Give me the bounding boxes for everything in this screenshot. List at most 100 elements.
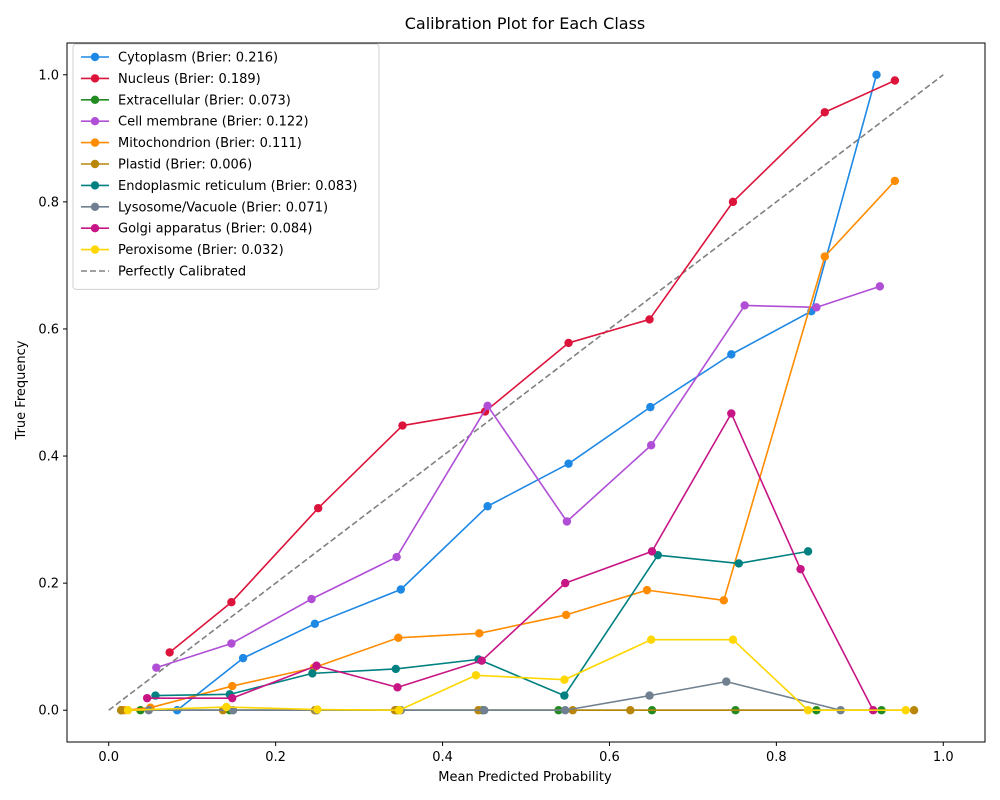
legend-item: Extracellular (Brier: 0.073)	[81, 93, 291, 108]
legend-label: Peroxisome (Brier: 0.032)	[118, 243, 284, 258]
series-8	[142, 409, 878, 715]
series-line	[148, 680, 841, 712]
data-point	[872, 70, 881, 79]
data-point	[561, 610, 571, 620]
data-point	[393, 683, 402, 692]
legend-marker	[90, 245, 100, 254]
x-tick-label: 0.8	[766, 750, 787, 765]
legend-label: Cytoplasm (Brier: 0.216)	[118, 51, 278, 66]
data-point	[820, 252, 829, 261]
data-point	[642, 585, 652, 595]
legend-marker	[90, 138, 100, 147]
legend-item: Cytoplasm (Brier: 0.216)	[81, 51, 278, 66]
data-point	[909, 706, 919, 715]
legend-item: Lysosome/Vacuole (Brier: 0.071)	[81, 200, 328, 215]
legend-marker	[90, 74, 100, 83]
legend-label: Plastid (Brier: 0.006)	[118, 158, 252, 173]
legend: Cytoplasm (Brier: 0.216) Nucleus (Brier: …	[72, 43, 380, 290]
legend-label: Endoplasmic reticulum (Brier: 0.083)	[118, 179, 357, 194]
data-point	[391, 664, 401, 674]
data-point	[308, 669, 317, 678]
series-layer	[117, 70, 919, 715]
data-point	[398, 421, 407, 430]
y-tick-label: 0.6	[38, 322, 59, 337]
legend-marker	[90, 95, 100, 105]
data-point	[875, 282, 885, 291]
series-line	[155, 550, 809, 697]
legend-marker	[90, 181, 100, 190]
series-3	[152, 282, 885, 672]
x-tick-label: 0.6	[599, 750, 620, 765]
data-point	[820, 108, 829, 117]
series-9	[123, 635, 910, 715]
data-point	[727, 350, 736, 359]
data-point	[560, 675, 569, 684]
axes-layer: 0.0 0.2 0.4 0.6 0.8 1.0 0.0 0.2 0.4 0.6 0.8 1.0	[38, 42, 986, 765]
series-6	[151, 547, 813, 700]
data-point	[228, 681, 237, 691]
data-point	[645, 691, 654, 700]
series-line	[176, 74, 878, 711]
y-tick-label: 0.2	[38, 577, 59, 592]
data-point	[812, 303, 821, 312]
data-point	[734, 559, 744, 568]
x-tick-label: 1.0	[933, 750, 954, 765]
data-point	[117, 706, 126, 715]
data-point	[626, 706, 635, 715]
data-point	[890, 76, 900, 85]
data-point	[310, 619, 320, 629]
reference-layer	[108, 74, 944, 711]
data-point	[394, 633, 403, 642]
legend-label: Golgi apparatus (Brier: 0.084)	[118, 222, 313, 237]
legend-label: Cell membrane (Brier: 0.122)	[118, 115, 309, 130]
legend-item: Peroxisome (Brier: 0.032)	[81, 243, 284, 258]
data-point	[165, 648, 174, 657]
data-point	[152, 663, 161, 672]
data-point	[727, 409, 736, 418]
data-point	[227, 639, 236, 648]
data-point	[890, 176, 900, 186]
data-point	[646, 635, 656, 644]
data-point	[483, 401, 492, 411]
data-point	[396, 585, 406, 594]
data-point	[222, 702, 231, 712]
data-point	[562, 517, 572, 526]
data-point	[228, 693, 237, 703]
x-axis-title: Mean Predicted Probability	[438, 770, 612, 785]
legend-label: Lysosome/Vacuole (Brier: 0.071)	[118, 200, 328, 215]
data-point	[228, 706, 238, 715]
series-line	[169, 79, 896, 654]
y-tick-label: 0.8	[38, 195, 59, 210]
y-axis-title: True Frequency	[14, 340, 29, 440]
data-point	[647, 547, 657, 556]
data-point	[480, 706, 489, 715]
series-1	[165, 76, 900, 657]
legend-item: Golgi apparatus (Brier: 0.084)	[81, 222, 313, 237]
series-line	[127, 638, 906, 712]
legend-marker	[90, 52, 100, 62]
legend-marker	[90, 224, 100, 233]
data-point	[560, 691, 569, 700]
data-point	[561, 578, 570, 588]
data-point	[238, 653, 248, 663]
data-point	[312, 661, 321, 670]
legend-marker	[90, 159, 100, 169]
legend-marker	[90, 202, 100, 211]
data-point	[475, 629, 484, 638]
legend-item: Cell membrane (Brier: 0.122)	[81, 115, 309, 130]
data-point	[722, 677, 731, 686]
legend-item: Plastid (Brier: 0.006)	[81, 158, 252, 173]
data-point	[227, 598, 236, 607]
data-point	[564, 338, 573, 348]
x-tick-label: 0.4	[432, 750, 453, 765]
data-point	[901, 706, 910, 715]
data-point	[646, 441, 656, 450]
series-line	[156, 285, 881, 669]
data-point	[728, 635, 738, 644]
data-point	[307, 594, 316, 604]
y-tick-label: 0.4	[38, 450, 59, 465]
data-point	[796, 564, 805, 574]
legend-item: Endoplasmic reticulum (Brier: 0.083)	[81, 179, 357, 194]
